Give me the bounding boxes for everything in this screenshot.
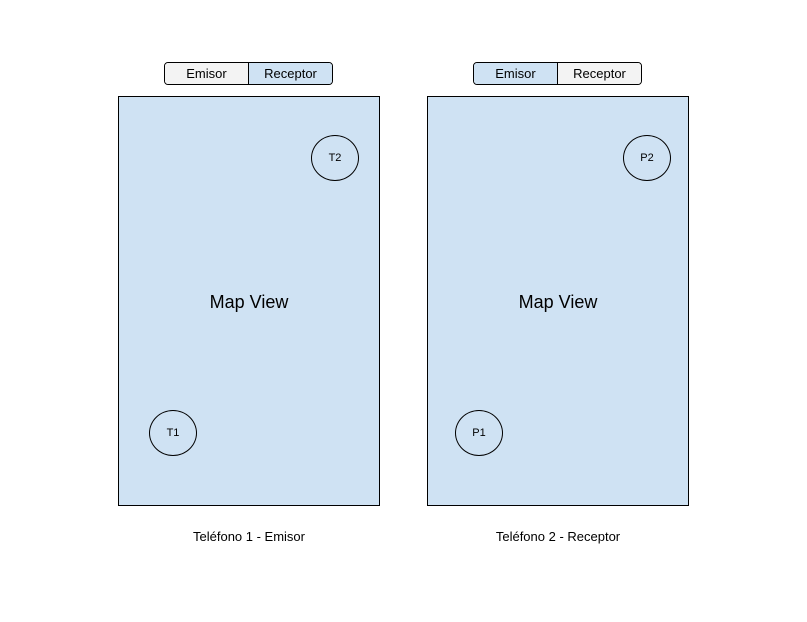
map-marker-p1[interactable]: P1 bbox=[455, 410, 503, 456]
tab-receptor[interactable]: Receptor bbox=[557, 63, 641, 84]
map-marker-t1[interactable]: T1 bbox=[149, 410, 197, 456]
tab-emisor[interactable]: Emisor bbox=[165, 63, 248, 84]
map-view[interactable]: P2 Map View P1 bbox=[427, 96, 689, 506]
map-view-label: Map View bbox=[518, 292, 598, 312]
map-view[interactable]: T2 Map View T1 bbox=[118, 96, 380, 506]
tab-emisor[interactable]: Emisor bbox=[474, 63, 557, 84]
tab-receptor[interactable]: Receptor bbox=[248, 63, 332, 84]
map-marker-p2[interactable]: P2 bbox=[623, 135, 671, 181]
phone-caption: Teléfono 2 - Receptor bbox=[495, 529, 621, 544]
map-view-label: Map View bbox=[209, 292, 289, 312]
phone-caption: Teléfono 1 - Emisor bbox=[193, 529, 305, 544]
mode-segmented-control: Emisor Receptor bbox=[473, 62, 642, 85]
mode-segmented-control: Emisor Receptor bbox=[164, 62, 333, 85]
map-marker-t2[interactable]: T2 bbox=[311, 135, 359, 181]
